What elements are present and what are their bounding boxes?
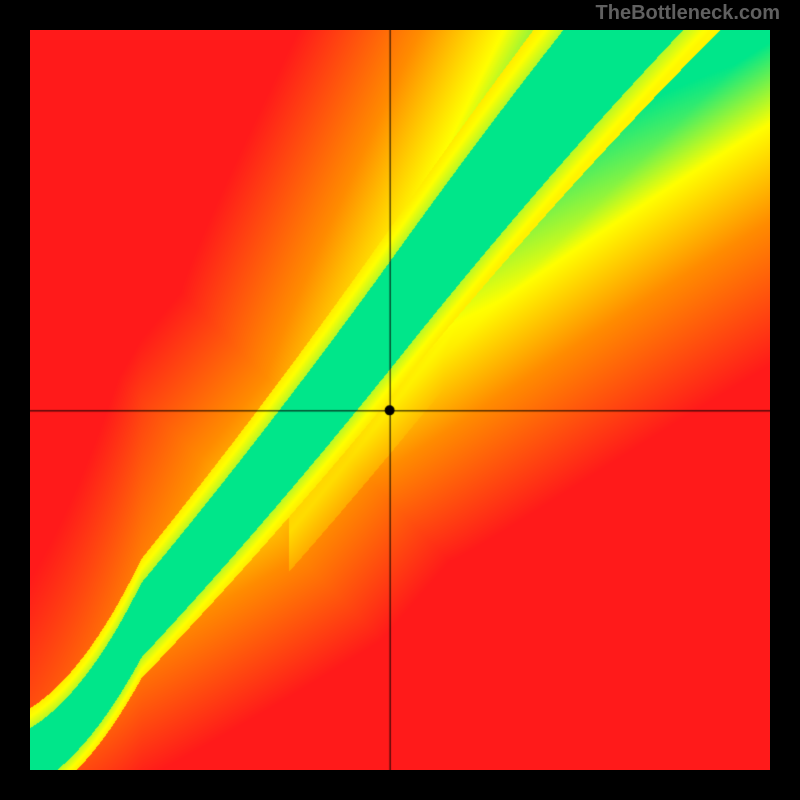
bottleneck-heatmap: [30, 30, 770, 770]
watermark-text: TheBottleneck.com: [596, 2, 780, 25]
heatmap-canvas: [30, 30, 770, 770]
